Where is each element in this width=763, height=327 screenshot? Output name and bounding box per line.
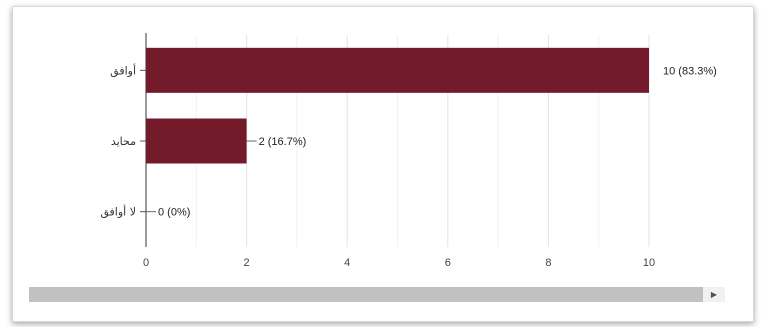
bar (146, 118, 247, 164)
bar (146, 47, 649, 93)
category-label: لا أوافق (100, 205, 136, 220)
data-label: 2 (16.7%) (259, 136, 307, 148)
x-tick-label: 10 (643, 257, 655, 269)
category-label: أوافق (110, 63, 136, 78)
x-tick-label: 0 (143, 257, 149, 269)
x-tick-label: 6 (445, 257, 451, 269)
scrollbar-thumb[interactable] (29, 287, 703, 302)
horizontal-scrollbar[interactable]: ▶ (29, 287, 725, 302)
x-tick-label: 4 (344, 257, 350, 269)
chart-frame: 0 2 4 6 8 10 أوافق 10 (83.3%) محايد 2 (16.7%) لا أ… (12, 6, 754, 322)
x-tick-label: 8 (545, 257, 551, 269)
bar-chart: 0 2 4 6 8 10 أوافق 10 (83.3%) محايد 2 (16.7%) لا أ… (100, 33, 717, 269)
data-label: 10 (83.3%) (663, 65, 717, 77)
data-label: 0 (0%) (158, 207, 190, 219)
arrow-right-icon[interactable]: ▶ (710, 290, 718, 299)
category-label: محايد (111, 135, 136, 148)
x-tick-label: 2 (244, 257, 250, 269)
